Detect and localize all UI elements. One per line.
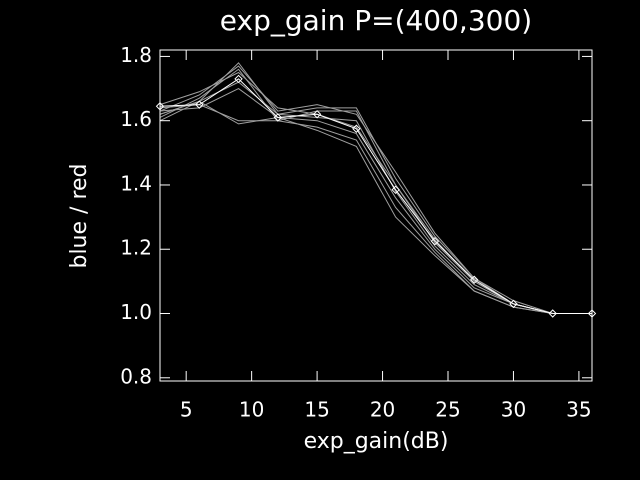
marker	[273, 113, 283, 122]
marker	[469, 275, 479, 284]
y-tick-label: 1.0	[120, 300, 152, 324]
marker	[548, 309, 557, 318]
y-tick-label: 1.6	[120, 107, 152, 131]
marker	[312, 110, 322, 119]
x-tick-label: 5	[180, 398, 193, 422]
marker	[391, 185, 400, 194]
plot-frame	[159, 49, 593, 382]
marker	[234, 74, 243, 84]
marker	[430, 237, 440, 246]
x-tick-label: 30	[501, 398, 526, 422]
x-tick-label: 20	[370, 398, 395, 422]
x-tick-label: 10	[239, 398, 264, 422]
marker	[352, 124, 361, 133]
x-tick-label: 35	[566, 398, 591, 422]
y-tick-label: 1.4	[120, 171, 152, 195]
line	[159, 78, 592, 315]
y-tick-label: 1.8	[120, 43, 152, 67]
marker	[195, 100, 204, 109]
x-tick-label: 15	[304, 398, 329, 422]
y-tick-label: 0.8	[120, 364, 152, 388]
y-tick-label: 1.2	[120, 236, 152, 260]
x-tick-label: 25	[435, 398, 460, 422]
line	[159, 87, 592, 315]
x-axis-label: exp_gain(dB)	[304, 429, 449, 454]
chart-title: exp_gain P=(400,300)	[220, 4, 532, 37]
line	[159, 65, 592, 315]
y-axis-label: blue / red	[67, 163, 92, 268]
marker	[509, 299, 518, 309]
